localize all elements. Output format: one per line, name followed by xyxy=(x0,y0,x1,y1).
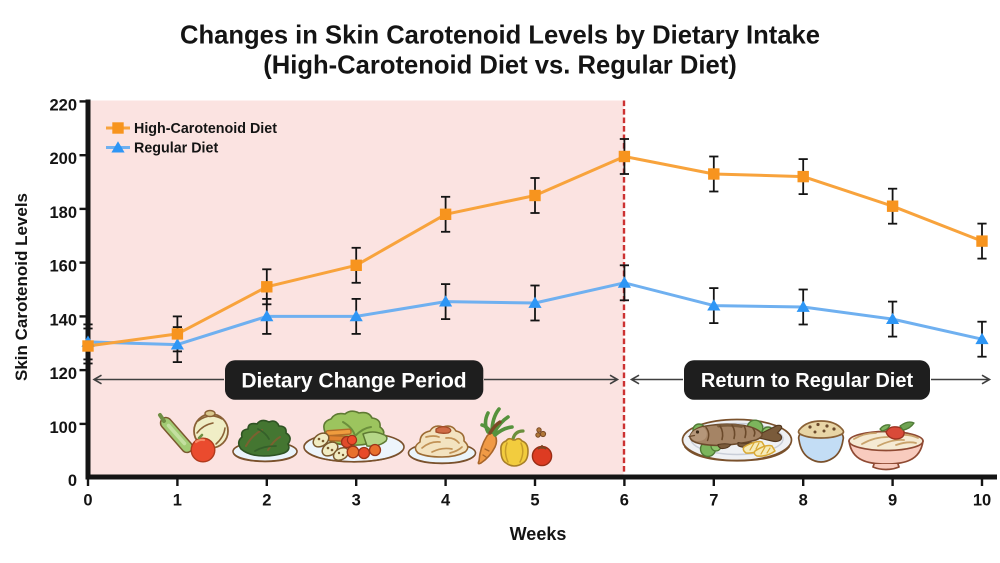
svg-text:180: 180 xyxy=(49,204,77,222)
svg-text:6: 6 xyxy=(620,492,629,510)
svg-text:Regular Diet: Regular Diet xyxy=(134,141,218,157)
svg-text:2: 2 xyxy=(262,492,271,510)
svg-text:10: 10 xyxy=(973,492,991,510)
svg-text:220: 220 xyxy=(49,96,77,114)
svg-text:140: 140 xyxy=(49,311,77,329)
svg-text:1: 1 xyxy=(173,492,182,510)
svg-text:Changes in Skin Carotenoid Lev: Changes in Skin Carotenoid Levels by Die… xyxy=(180,22,820,50)
svg-text:9: 9 xyxy=(888,492,897,510)
svg-text:8: 8 xyxy=(799,492,808,510)
svg-text:Weeks: Weeks xyxy=(510,524,567,544)
svg-text:200: 200 xyxy=(49,150,77,168)
svg-text:0: 0 xyxy=(68,472,77,490)
svg-text:100: 100 xyxy=(49,419,77,437)
svg-text:120: 120 xyxy=(49,365,77,383)
svg-text:(High-Carotenoid Diet vs. Regu: (High-Carotenoid Diet vs. Regular Diet) xyxy=(263,52,737,80)
svg-text:7: 7 xyxy=(709,492,718,510)
svg-text:Return to Regular Diet: Return to Regular Diet xyxy=(701,370,914,392)
svg-text:0: 0 xyxy=(83,492,92,510)
svg-text:160: 160 xyxy=(49,258,77,276)
svg-text:5: 5 xyxy=(530,492,539,510)
svg-text:Dietary Change Period: Dietary Change Period xyxy=(241,370,466,393)
svg-text:4: 4 xyxy=(441,492,451,510)
svg-text:High-Carotenoid Diet: High-Carotenoid Diet xyxy=(134,121,277,137)
svg-text:Skin Carotenoid Levels: Skin Carotenoid Levels xyxy=(12,193,31,381)
svg-text:3: 3 xyxy=(352,492,361,510)
